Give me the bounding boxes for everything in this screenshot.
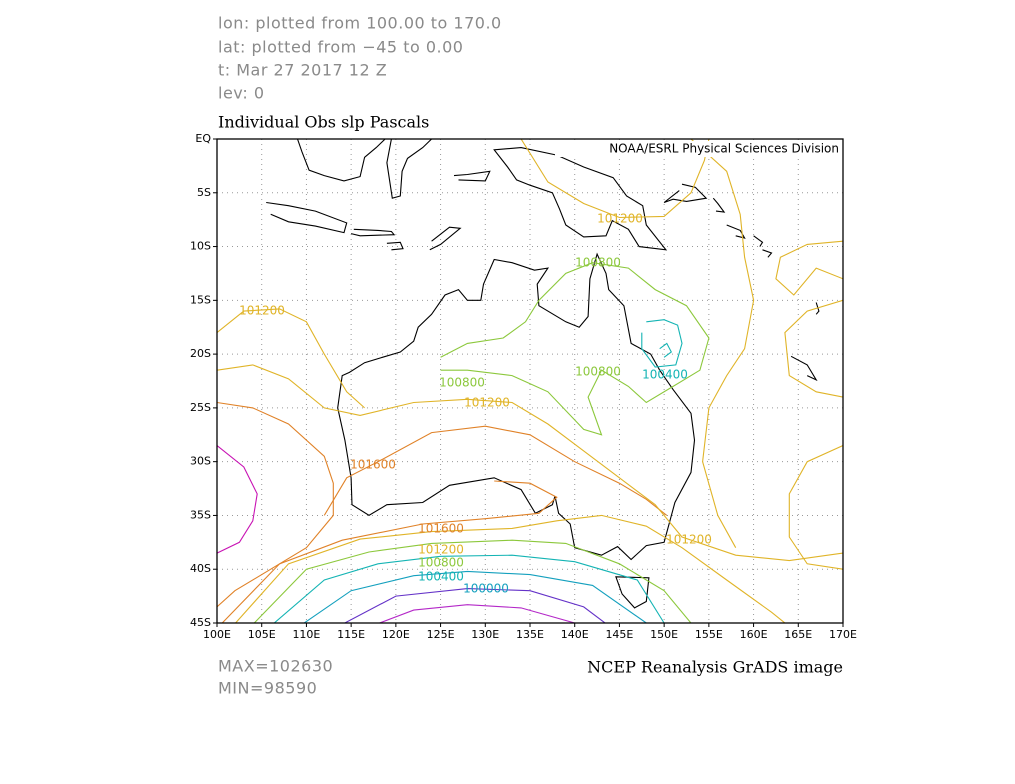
plot-area [217, 139, 843, 623]
lon-label: 160E [740, 628, 768, 641]
credit-bg [555, 141, 841, 157]
source: NCEP Reanalysis GrADS image [587, 658, 843, 677]
contour-label: 100000 [463, 582, 509, 596]
lat-label: 5S [197, 186, 211, 199]
contour-line [784, 299, 843, 398]
lon-label: 115E [337, 628, 365, 641]
min-label: MIN=98590 [218, 679, 317, 698]
coastline [790, 355, 818, 382]
coastline [493, 147, 668, 251]
coastline [296, 139, 386, 182]
map-title: Individual Obs slp Pascals [218, 113, 429, 132]
contour-line [659, 342, 673, 358]
coastline [663, 183, 708, 204]
contour-label: 100800 [575, 256, 621, 270]
lat-label: 15S [190, 293, 211, 306]
coastline [386, 139, 432, 199]
header-line: t: Mar 27 2017 12 Z [218, 61, 387, 80]
header-line: lon: plotted from 100.00 to 170.0 [218, 14, 502, 33]
contour-line [253, 539, 692, 623]
coastline [712, 197, 726, 213]
lon-label: 165E [784, 628, 812, 641]
contour-label: 101600 [418, 522, 464, 536]
contour-line [690, 139, 755, 548]
contour-label: 100800 [418, 556, 464, 570]
contour-line [217, 445, 258, 554]
coastline [753, 235, 764, 247]
contour-line [520, 139, 710, 219]
lon-label: 125E [427, 628, 455, 641]
contour-label: 101200 [597, 212, 643, 226]
contour-line [641, 319, 683, 368]
lon-label: 110E [292, 628, 320, 641]
contour-label: 100800 [575, 365, 621, 379]
contour-line [343, 588, 606, 623]
contour-line [217, 401, 334, 608]
coastline [350, 228, 396, 237]
contour-line [234, 514, 786, 623]
lat-label: 30S [190, 455, 211, 468]
contour-label: 100400 [418, 570, 464, 584]
coastline [815, 302, 820, 315]
credit: NOAA/ESRL Physical Sciences Division [609, 142, 839, 156]
lat-label: EQ [195, 132, 211, 145]
lon-label: 105E [248, 628, 276, 641]
lat-label: 25S [190, 401, 211, 414]
lat-label: 35S [190, 508, 211, 521]
map-layer [217, 139, 843, 623]
lon-label: 130E [471, 628, 499, 641]
lat-label: 45S [190, 616, 211, 629]
lon-label: 150E [650, 628, 678, 641]
contour-label: 101200 [464, 396, 510, 410]
contour-label: 101200 [239, 304, 285, 318]
lon-label: 120E [382, 628, 410, 641]
lon-label: 135E [516, 628, 544, 641]
coastline [429, 226, 462, 251]
contour-label: 100400 [642, 368, 688, 382]
coastline [266, 201, 348, 234]
contour-line [273, 554, 665, 623]
contour-label: 101200 [666, 533, 712, 547]
lat-label: 40S [190, 562, 211, 575]
lon-label: 145E [605, 628, 633, 641]
lat-label: 20S [190, 347, 211, 360]
coastline [453, 170, 491, 182]
contour-line [221, 480, 558, 623]
contour-labels: 101200 100800 101200 100400 100800 10080… [239, 212, 712, 596]
lon-label: 170E [829, 628, 857, 641]
coastline [762, 249, 773, 258]
contour-line [217, 364, 843, 562]
plot-frame [216, 138, 844, 624]
contour-line [440, 262, 710, 436]
contour-label: 100800 [439, 376, 485, 390]
contour-label: 101600 [350, 458, 396, 472]
contour-line [775, 240, 843, 296]
header-line: lat: plotted from −45 to 0.00 [218, 38, 463, 57]
contour-line [788, 444, 843, 570]
max-label: MAX=102630 [218, 657, 333, 676]
contour-line [217, 308, 365, 409]
contour-label: 101200 [418, 543, 464, 557]
lon-label: 100E [203, 628, 231, 641]
contour-line [323, 425, 668, 516]
coastline [337, 252, 696, 561]
coastline [615, 576, 650, 609]
lat-label: 10S [190, 240, 211, 253]
coastline [386, 241, 404, 251]
contour-line [303, 570, 647, 623]
lon-label: 155E [695, 628, 723, 641]
lon-label: 140E [561, 628, 589, 641]
contour-line [378, 604, 575, 623]
header-line: lev: 0 [218, 84, 265, 103]
